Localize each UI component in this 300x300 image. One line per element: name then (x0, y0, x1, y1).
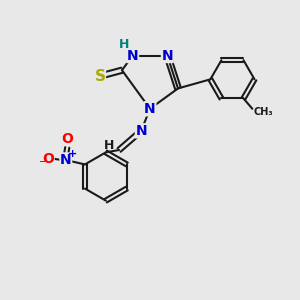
Text: O: O (42, 152, 54, 166)
Text: ⁻: ⁻ (38, 157, 45, 171)
Text: O: O (61, 131, 73, 146)
Text: H: H (119, 38, 130, 51)
Text: N: N (144, 102, 156, 116)
Text: N: N (135, 124, 147, 138)
Text: +: + (68, 148, 77, 158)
Text: S: S (94, 69, 105, 84)
Text: N: N (127, 49, 139, 62)
Text: N: N (161, 49, 173, 62)
Text: CH₃: CH₃ (254, 107, 273, 117)
Text: H: H (103, 139, 114, 152)
Text: N: N (60, 153, 72, 167)
